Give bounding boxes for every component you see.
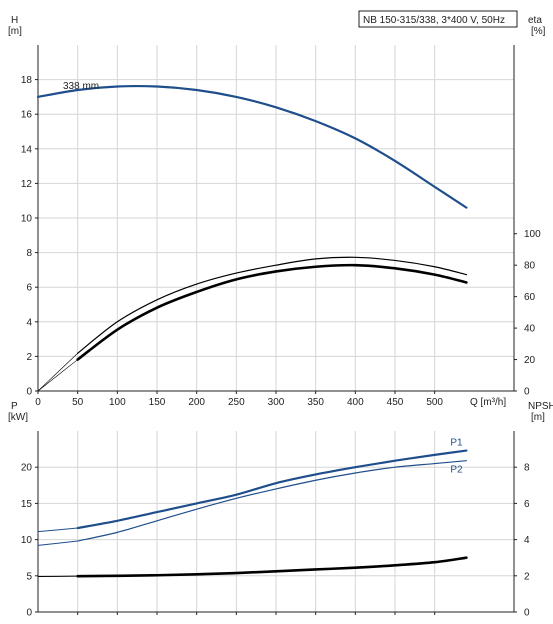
left-tick-label: 0 <box>26 608 32 619</box>
left-axis-unit: [kW] <box>8 412 28 423</box>
right-tick-label: 80 <box>524 261 536 272</box>
right-tick-label: 40 <box>524 324 536 335</box>
power-curve-p2 <box>77 460 467 542</box>
right-axis-title: NPSH <box>528 401 553 412</box>
x-tick-label: 250 <box>228 397 245 408</box>
left-tick-label: 20 <box>21 463 33 474</box>
left-tick-label: 10 <box>21 214 33 225</box>
left-tick-label: 5 <box>26 571 32 582</box>
right-tick-label: 100 <box>524 229 541 240</box>
left-axis-title: H <box>11 15 18 26</box>
left-axis-title: P <box>11 401 18 412</box>
chart-title-box: NB 150-315/338, 3*400 V, 50Hz <box>358 10 518 28</box>
x-tick-label: 400 <box>347 397 364 408</box>
power-curve-p1 <box>76 449 468 530</box>
right-axis-unit: [m] <box>531 412 545 423</box>
left-tick-label: 12 <box>21 179 33 190</box>
x-tick-label: 200 <box>188 397 205 408</box>
left-tick-label: 18 <box>21 75 33 86</box>
right-tick-label: 6 <box>524 499 530 510</box>
efficiency-curve <box>77 256 467 354</box>
head-efficiency-panel: 0 2 4 6 8 10 12 14 16 18 0 20 40 60 80 100 H[m] eta[%] 0 50… <box>8 15 546 408</box>
left-tick-label: 10 <box>21 535 33 546</box>
x-tick-label: 100 <box>109 397 126 408</box>
efficiency-curve-low-flow <box>37 353 78 392</box>
npsh-curve <box>76 556 468 578</box>
x-tick-label: 0 <box>35 397 41 408</box>
x-axis-label: Q [m³/h] <box>470 397 506 408</box>
series-label-p2: P2 <box>450 465 463 476</box>
x-tick-label: 450 <box>387 397 404 408</box>
right-tick-label: 0 <box>524 387 530 398</box>
x-tick-label: 150 <box>149 397 166 408</box>
efficiency-curve-low-flow <box>37 359 78 392</box>
right-tick-label: 0 <box>524 608 530 619</box>
left-tick-label: 14 <box>21 144 33 155</box>
right-tick-label: 60 <box>524 292 536 303</box>
right-tick-label: 20 <box>524 355 536 366</box>
x-tick-label: 300 <box>268 397 285 408</box>
curve-annotation-338mm: 338 mm <box>63 81 99 92</box>
power-npsh-panel: 0 5 10 15 20 0 2 4 6 8 P[kW] NPSH[m] P1 P2 <box>8 401 553 619</box>
left-tick-label: 8 <box>26 248 32 259</box>
left-axis-unit: [m] <box>8 26 22 37</box>
x-tick-label: 50 <box>72 397 84 408</box>
chart-title: NB 150-315/338, 3*400 V, 50Hz <box>363 15 505 26</box>
right-tick-label: 8 <box>524 463 530 474</box>
right-axis-unit: [%] <box>531 26 546 37</box>
left-tick-label: 6 <box>26 283 32 294</box>
right-tick-label: 4 <box>524 535 530 546</box>
right-tick-label: 2 <box>524 571 530 582</box>
head-curve <box>36 84 468 209</box>
left-tick-label: 0 <box>26 387 32 398</box>
low-flow-segment <box>37 527 78 533</box>
series-label-p1: P1 <box>450 438 463 449</box>
x-tick-label: 350 <box>307 397 324 408</box>
left-tick-label: 4 <box>26 317 32 328</box>
left-tick-label: 16 <box>21 110 33 121</box>
right-axis-title: eta <box>528 15 542 26</box>
low-flow-segment <box>37 540 78 546</box>
efficiency-curve <box>76 263 468 361</box>
x-tick-label: 500 <box>426 397 443 408</box>
left-tick-label: 15 <box>21 499 33 510</box>
left-tick-label: 2 <box>26 352 32 363</box>
